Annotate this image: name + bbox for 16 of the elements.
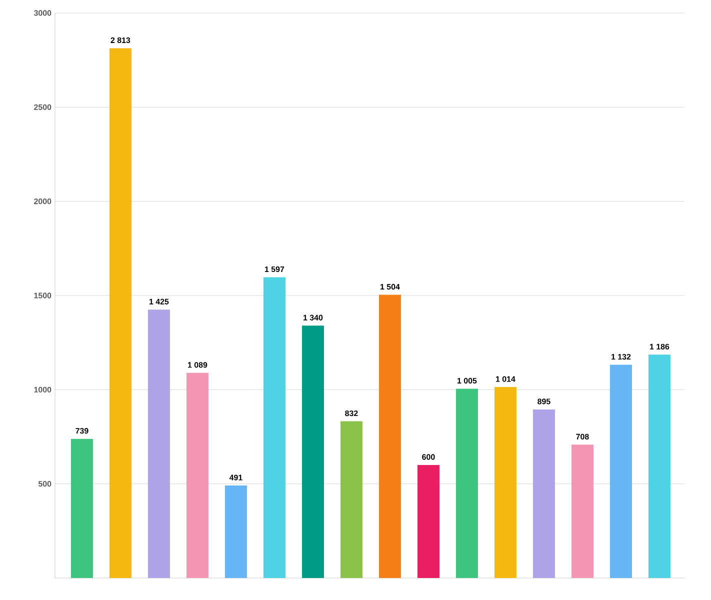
bar [456,388,478,578]
bar [224,486,247,578]
bar [417,465,440,578]
bar [571,444,594,578]
bar [70,438,93,578]
bar [263,277,286,578]
bar [302,326,324,578]
bar [186,372,208,578]
bar [610,364,632,578]
bar [109,48,132,578]
bar [340,421,362,578]
bar [148,310,170,578]
bar [648,354,670,578]
bar [378,294,401,578]
bar [494,387,516,578]
bar [532,409,555,578]
